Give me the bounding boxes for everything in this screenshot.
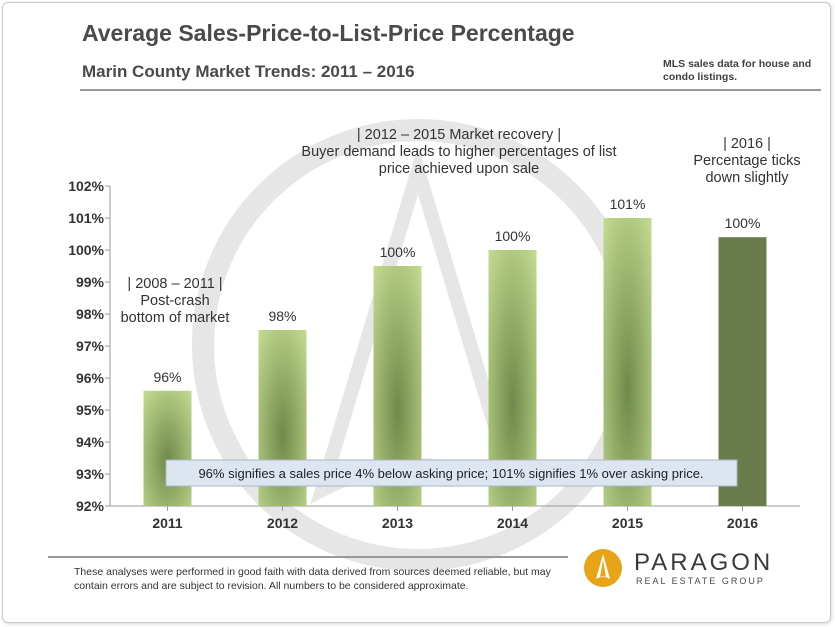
- disclaimer-text: These analyses were performed in good fa…: [74, 566, 551, 592]
- header-divider: [80, 89, 821, 91]
- annotation-3-line: | 2016 |: [723, 136, 771, 152]
- y-tick-label: 94%: [76, 434, 105, 450]
- annotation-3-line: down slightly: [705, 170, 789, 186]
- y-tick-label: 96%: [76, 370, 105, 386]
- x-tick-label-2014: 2014: [497, 515, 528, 531]
- logo-tagline: REAL ESTATE GROUP: [636, 576, 765, 586]
- y-tick-label: 101%: [68, 210, 104, 226]
- data-label-2014: 100%: [495, 228, 531, 244]
- annotation-1-line: bottom of market: [121, 310, 230, 326]
- annotation-2-line: price achieved upon sale: [379, 161, 539, 177]
- annotation-1-line: | 2008 – 2011 |: [127, 276, 222, 292]
- callout-box: [165, 459, 738, 487]
- annotation-3-line: Percentage ticks: [693, 153, 800, 169]
- x-tick-label-2016: 2016: [727, 515, 758, 531]
- data-label-2015: 101%: [610, 196, 646, 212]
- bar-2011: [143, 390, 192, 506]
- annotation-1-line: Post-crash: [140, 293, 209, 309]
- source-note: MLS sales data for house and condo listi…: [663, 58, 812, 83]
- paragon-logo-icon: [584, 549, 622, 587]
- logo-wordmark: PARAGON: [634, 549, 774, 576]
- data-label-2013: 100%: [380, 244, 416, 260]
- data-label-2016: 100%: [725, 215, 761, 231]
- annotation-2-line: | 2012 – 2015 Market recovery |: [357, 127, 561, 143]
- bar-2015: [603, 218, 652, 506]
- data-label-2011: 96%: [153, 369, 181, 385]
- y-tick-label: 97%: [76, 338, 105, 354]
- callout-text: 96% signifies a sales price 4% below ask…: [198, 466, 703, 481]
- y-tick-label: 92%: [76, 498, 105, 514]
- footer-divider: [48, 556, 568, 558]
- y-tick-label: 99%: [76, 274, 105, 290]
- y-tick-label: 98%: [76, 306, 105, 322]
- y-tick-label: 93%: [76, 466, 105, 482]
- x-tick-label-2012: 2012: [267, 515, 298, 531]
- y-tick-label: 100%: [68, 242, 104, 258]
- y-tick-label: 95%: [76, 402, 105, 418]
- data-label-2012: 98%: [268, 308, 296, 324]
- x-tick-label-2015: 2015: [612, 515, 643, 531]
- annotation-2-line: Buyer demand leads to higher percentages…: [301, 144, 616, 160]
- x-tick-label-2013: 2013: [382, 515, 413, 531]
- x-tick-label-2011: 2011: [152, 515, 183, 531]
- y-tick-label: 102%: [68, 178, 104, 194]
- chart-subtitle: Marin County Market Trends: 2011 – 2016: [82, 62, 415, 81]
- chart-title: Average Sales-Price-to-List-Price Percen…: [82, 20, 575, 46]
